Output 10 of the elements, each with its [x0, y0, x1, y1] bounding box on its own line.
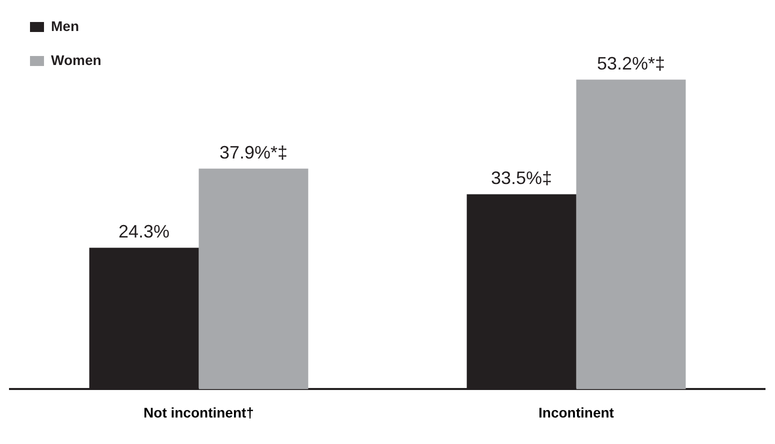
data-label: 24.3%	[118, 222, 170, 242]
bar	[198, 168, 308, 390]
x-tick-label: Incontinent	[538, 404, 614, 420]
data-label: 37.9%*‡	[219, 142, 288, 163]
legend-label: Women	[51, 52, 102, 68]
data-label: 33.5%‡	[490, 168, 552, 188]
bar	[576, 80, 686, 390]
legend-label: Men	[51, 18, 79, 34]
x-tick-label: Not incontinent†	[144, 404, 254, 420]
data-label: 53.2%*‡	[596, 54, 666, 74]
